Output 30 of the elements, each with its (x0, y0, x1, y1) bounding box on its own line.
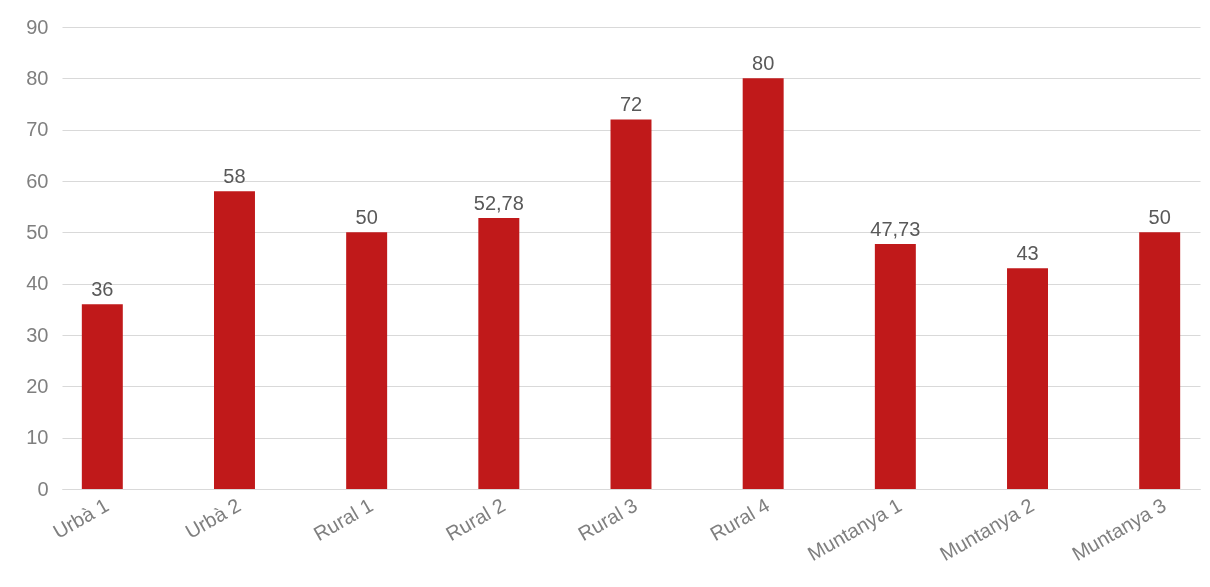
y-tick-label: 90 (26, 15, 49, 38)
bar (346, 232, 388, 489)
data-label: 72 (619, 93, 643, 116)
data-label: 50 (355, 206, 378, 229)
bar (610, 119, 652, 489)
y-tick-label: 40 (26, 272, 49, 295)
y-tick-label: 30 (26, 323, 49, 346)
data-label: 36 (91, 278, 114, 301)
data-label: 43 (1016, 242, 1039, 265)
y-tick-label: 80 (26, 66, 49, 89)
y-tick-label: 20 (26, 374, 49, 397)
bar (478, 218, 520, 489)
bar (214, 191, 255, 489)
y-tick-label: 10 (26, 426, 49, 449)
y-tick-label: 50 (26, 220, 49, 243)
bar (874, 243, 916, 489)
data-label: 52,78 (473, 192, 524, 215)
bar (1139, 232, 1181, 489)
data-label: 58 (223, 165, 246, 188)
data-label: 80 (752, 52, 775, 75)
bar (81, 304, 123, 489)
y-tick-label: 60 (26, 169, 49, 192)
x-tick-label: Urbà 2 (181, 493, 245, 543)
data-label: 47,73 (870, 217, 921, 240)
bar (1007, 268, 1048, 489)
data-label: 50 (1148, 206, 1171, 229)
x-tick-label: Urbà 1 (49, 493, 113, 543)
y-tick-label: 0 (37, 477, 49, 500)
y-tick-label: 70 (26, 118, 49, 141)
bar (742, 78, 784, 489)
